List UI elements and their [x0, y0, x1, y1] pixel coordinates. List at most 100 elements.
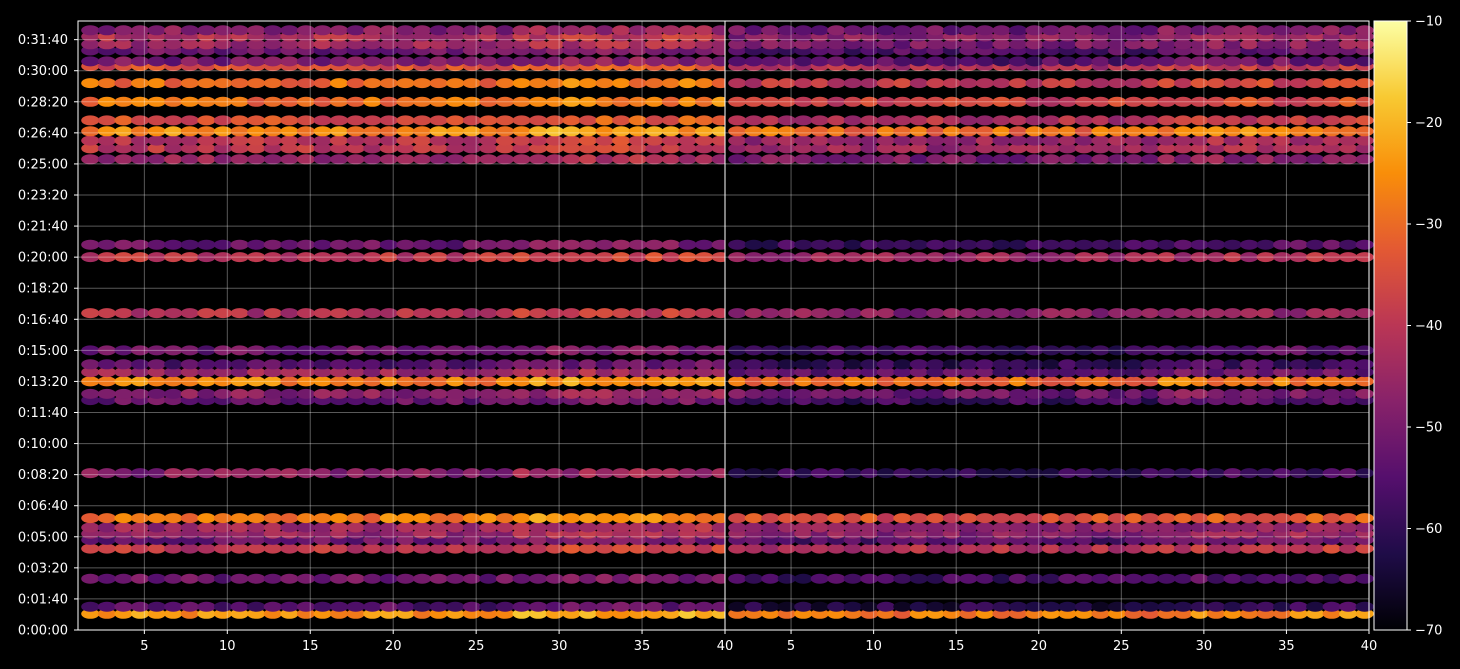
heatmap-cell [280, 154, 299, 165]
heatmap-cell [446, 376, 465, 387]
heatmap-cell [975, 468, 995, 479]
heatmap-cell [578, 135, 598, 146]
heatmap-cell [645, 115, 664, 126]
heatmap-cell [1025, 522, 1044, 533]
heatmap-cell [462, 308, 481, 319]
heatmap-cell [1289, 239, 1308, 250]
heatmap-cell [1223, 78, 1242, 89]
heatmap-cell [263, 96, 282, 107]
heatmap-cell [97, 154, 116, 165]
heatmap-cell [545, 367, 564, 378]
heatmap-cell [1058, 126, 1077, 137]
heatmap-cell [379, 359, 398, 370]
heatmap-cell [893, 359, 912, 370]
heatmap-cell [1355, 468, 1374, 479]
heatmap-cell [346, 56, 365, 67]
heatmap-cell [462, 96, 481, 107]
heatmap-cell [1041, 608, 1061, 619]
heatmap-cell [313, 78, 332, 89]
heatmap-cell [810, 78, 829, 89]
heatmap-cell [761, 25, 780, 36]
heatmap-cell [1273, 376, 1292, 387]
x-tick-label: 20 [1030, 639, 1047, 654]
heatmap-cell [595, 78, 614, 89]
heatmap-cell [612, 345, 631, 356]
heatmap-cell [909, 96, 929, 107]
heatmap-cell [595, 573, 614, 584]
heatmap-cell [1074, 25, 1094, 36]
heatmap-cell [744, 573, 763, 584]
heatmap-cell [678, 115, 697, 126]
heatmap-cell [1091, 345, 1110, 356]
heatmap-cell [346, 39, 365, 50]
heatmap-cell [213, 115, 233, 126]
heatmap-cell [164, 25, 183, 36]
heatmap-cell [462, 601, 481, 612]
heatmap-cell [1124, 608, 1143, 619]
heatmap-cell [164, 388, 183, 399]
heatmap-cell [479, 126, 498, 137]
heatmap-cell [1008, 367, 1028, 378]
heatmap-cell [661, 522, 681, 533]
heatmap-cell [876, 252, 896, 263]
heatmap-cell [1041, 468, 1061, 479]
heatmap-cell [1174, 573, 1193, 584]
heatmap-cell [545, 78, 564, 89]
heatmap-cell [1322, 359, 1341, 370]
heatmap-cell [1339, 359, 1358, 370]
heatmap-cell [230, 388, 249, 399]
heatmap-cell [363, 345, 382, 356]
heatmap-cell [413, 376, 432, 387]
heatmap-cell [1025, 513, 1044, 524]
heatmap-cell [876, 608, 896, 619]
heatmap-cell [1355, 573, 1374, 584]
heatmap-cell [728, 115, 747, 126]
heatmap-cell [777, 308, 796, 319]
heatmap-cell [529, 39, 548, 50]
heatmap-cell [1355, 115, 1374, 126]
heatmap-cell [1108, 39, 1127, 50]
heatmap-cell [794, 376, 813, 387]
heatmap-cell [1058, 154, 1077, 165]
heatmap-cell [97, 513, 116, 524]
heatmap-cell [1157, 522, 1176, 533]
heatmap-cell [562, 56, 581, 67]
heatmap-cell [512, 39, 531, 50]
heatmap-cell [926, 468, 945, 479]
heatmap-cell [595, 239, 614, 250]
heatmap-cell [446, 608, 465, 619]
heatmap-cell [197, 135, 216, 146]
x-tick-label: 10 [219, 639, 236, 654]
x-tick-label: 20 [385, 639, 402, 654]
heatmap-cell [926, 543, 945, 554]
heatmap-cell [512, 367, 531, 378]
heatmap-cell [296, 345, 316, 356]
heatmap-cell [1256, 126, 1275, 137]
heatmap-cell [843, 143, 862, 154]
heatmap-cell [628, 601, 647, 612]
heatmap-cell [114, 239, 133, 250]
heatmap-cell [645, 154, 664, 165]
heatmap-cell [1041, 388, 1061, 399]
heatmap-cell [645, 388, 664, 399]
heatmap-cell [1322, 367, 1341, 378]
heatmap-cell [363, 115, 382, 126]
heatmap-cell [1322, 115, 1341, 126]
heatmap-cell [860, 239, 879, 250]
heatmap-cell [926, 252, 945, 263]
heatmap-cell [1091, 239, 1110, 250]
heatmap-cell [1025, 56, 1044, 67]
heatmap-cell [479, 25, 498, 36]
heatmap-cell [909, 25, 929, 36]
heatmap-cell [413, 135, 432, 146]
heatmap-cell [1108, 468, 1127, 479]
heatmap-cell [1223, 308, 1242, 319]
heatmap-cell [1174, 252, 1193, 263]
heatmap-cell [280, 115, 299, 126]
y-tick-label: 0:21:40 [18, 220, 68, 235]
heatmap-cell [114, 359, 133, 370]
heatmap-cell [595, 25, 614, 36]
heatmap-cell [429, 126, 448, 137]
heatmap-cell [81, 608, 100, 619]
y-tick-label: 0:30:00 [18, 64, 68, 79]
